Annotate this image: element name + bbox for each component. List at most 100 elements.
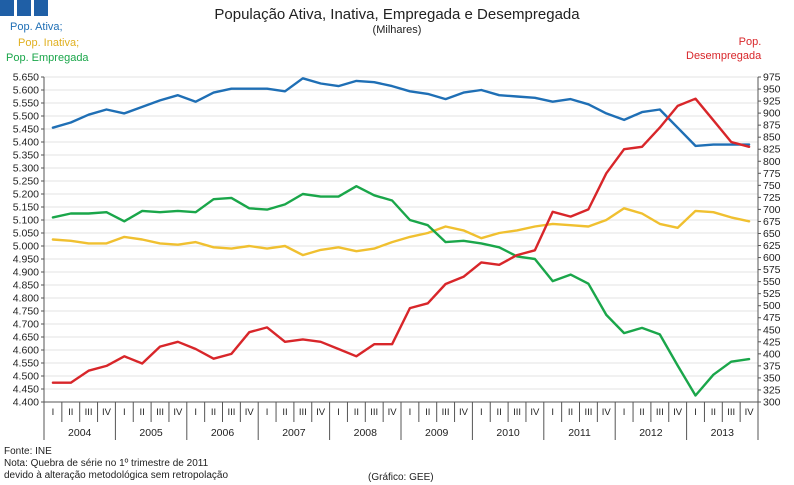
quarter-label: I — [52, 407, 55, 418]
left-tick-label: 5.300 — [13, 163, 39, 175]
quarter-label: IV — [530, 407, 540, 418]
quarter-label: II — [711, 407, 716, 418]
series-line-pop-inativa — [51, 207, 751, 257]
quarter-label: I — [409, 407, 412, 418]
left-tick-label: 5.550 — [13, 98, 39, 110]
year-label: 2006 — [211, 427, 235, 439]
right-tick-label: 450 — [763, 324, 781, 336]
quarter-label: I — [694, 407, 697, 418]
quarter-label: I — [337, 407, 340, 418]
footer-note-1: Nota: Quebra de série no 1º trimestre de… — [4, 458, 209, 469]
right-tick-label: 300 — [763, 397, 781, 409]
quarter-label: II — [497, 407, 502, 418]
left-tick-label: 4.700 — [13, 319, 39, 331]
right-tick-label: 950 — [763, 84, 781, 96]
right-tick-label: 425 — [763, 336, 781, 348]
right-tick-label: 900 — [763, 108, 781, 120]
quarter-label: IV — [245, 407, 255, 418]
right-tick-label: 525 — [763, 288, 781, 300]
right-tick-label: 725 — [763, 192, 781, 204]
left-tick-label: 4.950 — [13, 254, 39, 266]
left-axis-ticks: 4.4004.4504.5004.5504.6004.6504.7004.750… — [13, 72, 39, 409]
year-label: 2012 — [639, 427, 663, 439]
quarter-label: III — [442, 407, 450, 418]
left-tick-label: 5.350 — [13, 150, 39, 162]
chart-subtitle: (Milhares) — [372, 24, 422, 36]
quarter-label: II — [639, 407, 644, 418]
year-label: 2011 — [568, 427, 591, 439]
legend-desempregada-line1: Pop. — [738, 36, 762, 48]
left-tick-label: 5.100 — [13, 215, 39, 227]
quarter-label: IV — [602, 407, 612, 418]
left-tick-label: 5.600 — [13, 85, 39, 97]
year-label: 2008 — [354, 427, 378, 439]
quarter-label: II — [568, 407, 573, 418]
quarter-label: IV — [102, 407, 112, 418]
year-label: 2007 — [282, 427, 306, 439]
right-tick-label: 600 — [763, 252, 781, 264]
right-tick-label: 825 — [763, 144, 781, 156]
right-tick-label: 500 — [763, 300, 781, 312]
quarter-label: IV — [173, 407, 183, 418]
legend-desempregada-line2: Desempregada — [686, 50, 762, 62]
right-tick-label: 775 — [763, 168, 781, 180]
quarter-label: IV — [673, 407, 683, 418]
quarter-label: II — [425, 407, 430, 418]
logo-square-1 — [0, 0, 14, 16]
right-tick-label: 800 — [763, 156, 781, 168]
quarter-label: III — [656, 407, 664, 418]
quarter-label: I — [266, 407, 269, 418]
footer-note-2: devido à alteração metodológica sem retr… — [4, 470, 229, 481]
quarter-label: III — [727, 407, 735, 418]
year-label: 2004 — [68, 427, 92, 439]
series-line-pop-desempregada — [51, 97, 751, 384]
legend-empregada: Pop. Empregada — [6, 52, 89, 64]
left-tick-label: 4.850 — [13, 280, 39, 292]
left-tick-label: 4.750 — [13, 306, 39, 318]
logo-square-3 — [34, 0, 48, 16]
left-tick-label: 4.500 — [13, 371, 39, 383]
left-tick-label: 5.000 — [13, 241, 39, 253]
right-tick-label: 850 — [763, 132, 781, 144]
left-tick-label: 5.400 — [13, 137, 39, 149]
axes — [41, 76, 761, 440]
legend-ativa: Pop. Ativa; — [10, 21, 63, 33]
year-label: 2005 — [139, 427, 163, 439]
quarter-label: IV — [316, 407, 326, 418]
left-tick-label: 5.150 — [13, 202, 39, 214]
right-tick-label: 475 — [763, 312, 781, 324]
quarter-label: IV — [459, 407, 469, 418]
right-tick-label: 625 — [763, 240, 781, 252]
right-axis-ticks: 3003253503754004254504755005255505756006… — [763, 72, 781, 409]
left-tick-label: 5.650 — [13, 72, 39, 84]
year-label: 2010 — [496, 427, 520, 439]
quarter-label: IV — [745, 407, 755, 418]
right-tick-label: 375 — [763, 360, 781, 372]
left-tick-label: 4.800 — [13, 293, 39, 305]
chart-title: População Ativa, Inativa, Empregada e De… — [214, 6, 580, 23]
quarter-label: I — [551, 407, 554, 418]
quarter-label: I — [480, 407, 483, 418]
right-tick-label: 550 — [763, 276, 781, 288]
left-tick-label: 4.450 — [13, 384, 39, 396]
quarter-label: III — [156, 407, 164, 418]
quarter-label: III — [85, 407, 93, 418]
quarter-label: II — [68, 407, 73, 418]
grid-lines — [44, 76, 758, 403]
right-tick-label: 925 — [763, 96, 781, 108]
series-line-pop-ativa — [51, 77, 751, 148]
left-tick-label: 5.050 — [13, 228, 39, 240]
series-line-pop-empregada — [51, 184, 751, 397]
quarter-label: IV — [388, 407, 398, 418]
quarter-label: III — [370, 407, 378, 418]
left-tick-label: 5.250 — [13, 176, 39, 188]
right-tick-label: 875 — [763, 120, 781, 132]
left-tick-label: 5.200 — [13, 189, 39, 201]
left-tick-label: 4.600 — [13, 345, 39, 357]
logo-square-2 — [17, 0, 31, 16]
left-tick-label: 4.550 — [13, 358, 39, 370]
right-tick-label: 650 — [763, 228, 781, 240]
right-tick-label: 750 — [763, 180, 781, 192]
quarter-label: II — [140, 407, 145, 418]
